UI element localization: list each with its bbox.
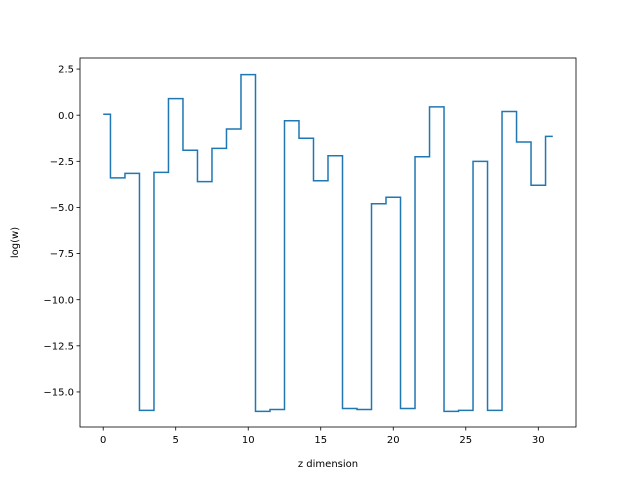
x-tick-label: 0 bbox=[100, 435, 106, 446]
x-axis-label: z dimension bbox=[298, 459, 358, 470]
y-axis: 2.5 0.0 −2.5 −5.0 −7.5 −10.0 −12.5 −15.0 bbox=[43, 65, 80, 399]
x-tick-label: 5 bbox=[173, 435, 179, 446]
y-axis-label: log(w) bbox=[10, 227, 21, 258]
x-tick-label: 15 bbox=[314, 435, 327, 446]
y-tick-label: −5.0 bbox=[50, 203, 74, 214]
x-axis: 0 5 10 15 20 25 30 bbox=[100, 427, 545, 446]
plot-frame bbox=[79, 57, 577, 428]
y-tick-label: −7.5 bbox=[50, 249, 74, 260]
x-tick-label: 25 bbox=[459, 435, 472, 446]
y-tick-label: −10.0 bbox=[43, 295, 74, 306]
plot-area bbox=[103, 73, 553, 413]
x-tick-label: 10 bbox=[242, 435, 255, 446]
y-tick-label: −12.5 bbox=[43, 341, 74, 352]
y-tick-label: −15.0 bbox=[43, 388, 74, 399]
y-tick-label: −2.5 bbox=[50, 157, 74, 168]
y-tick-label: 2.5 bbox=[58, 65, 74, 76]
x-tick-label: 20 bbox=[387, 435, 400, 446]
y-tick-label: 0.0 bbox=[58, 111, 74, 122]
x-tick-label: 30 bbox=[532, 435, 545, 446]
series-line-0 bbox=[103, 73, 553, 413]
